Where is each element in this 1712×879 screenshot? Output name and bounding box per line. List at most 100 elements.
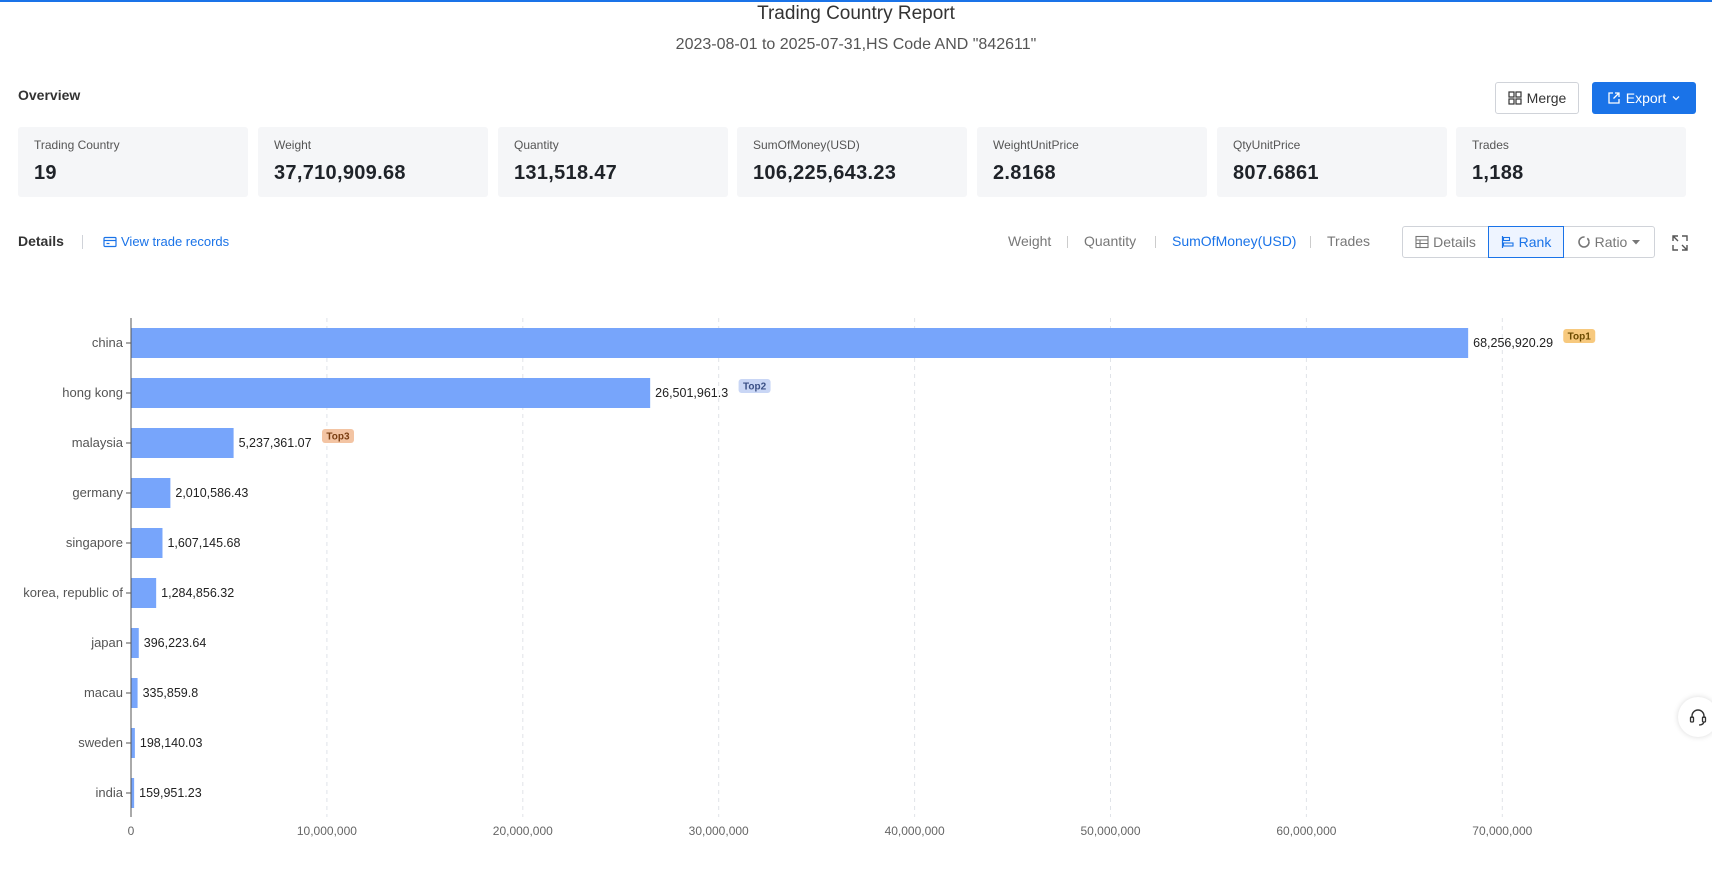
card-weight: Weight 37,710,909.68 [258, 127, 488, 197]
card-weight-unit-price: WeightUnitPrice 2.8168 [977, 127, 1207, 197]
customer-support-button[interactable] [1678, 697, 1712, 737]
card-qty-unit-price: QtyUnitPrice 807.6861 [1217, 127, 1447, 197]
value-label: 2,010,586.43 [175, 486, 248, 500]
card-value: 131,518.47 [514, 162, 618, 184]
x-tick-label: 20,000,000 [493, 824, 553, 838]
x-tick-label: 60,000,000 [1276, 824, 1336, 838]
ratio-view-label: Ratio [1594, 234, 1628, 250]
details-view-label: Details [1433, 234, 1476, 250]
card-value: 807.6861 [1233, 162, 1319, 184]
x-tick-label: 0 [128, 824, 135, 838]
bar [131, 428, 234, 458]
bar-chart-icon [1501, 236, 1514, 248]
card-value: 37,710,909.68 [274, 162, 406, 184]
record-icon [103, 236, 117, 247]
details-view-button[interactable]: Details [1402, 226, 1489, 258]
card-label: Trading Country [34, 138, 120, 152]
rank-badge-label: Top3 [326, 432, 350, 443]
export-label: Export [1625, 90, 1667, 106]
card-value: 2.8168 [993, 162, 1056, 184]
value-label: 335,859.8 [143, 686, 199, 700]
rank-badge [738, 379, 771, 393]
category-label: korea, republic of [23, 585, 123, 600]
report-subtitle: 2023-08-01 to 2025-07-31,HS Code AND "84… [675, 36, 1037, 53]
card-trading-country: Trading Country 19 [18, 127, 248, 197]
fullscreen-icon [1672, 235, 1688, 251]
x-tick-label: 10,000,000 [297, 824, 357, 838]
tab-weight[interactable]: Weight [1008, 233, 1052, 249]
tab-trades[interactable]: Trades [1327, 233, 1371, 249]
details-heading: Details [18, 233, 64, 249]
value-label: 159,951.23 [139, 786, 202, 800]
x-tick-label: 30,000,000 [689, 824, 749, 838]
category-label: india [96, 785, 124, 800]
bar [131, 728, 135, 758]
x-tick-label: 50,000,000 [1080, 824, 1140, 838]
x-tick-label: 40,000,000 [885, 824, 945, 838]
merge-icon [1508, 91, 1522, 105]
card-label: Weight [274, 138, 312, 152]
export-button[interactable]: Export [1592, 82, 1696, 114]
bar [131, 478, 171, 508]
rank-badge [1563, 329, 1596, 343]
value-label: 26,501,961.3 [655, 386, 728, 400]
table-icon [1415, 235, 1429, 249]
card-label: QtyUnitPrice [1233, 138, 1301, 152]
value-label: 1,284,856.32 [161, 586, 234, 600]
value-label: 396,223.64 [144, 636, 207, 650]
bar [131, 378, 651, 408]
value-label: 1,607,145.68 [167, 536, 240, 550]
view-toggle-group: Details Rank Ratio [1402, 226, 1655, 258]
card-label: SumOfMoney(USD) [753, 138, 860, 152]
card-trades: Trades 1,188 [1456, 127, 1686, 197]
overview-heading: Overview [18, 87, 81, 103]
rank-view-label: Rank [1518, 234, 1552, 250]
view-records-label: View trade records [121, 234, 230, 249]
rank-badge-label: Top2 [743, 382, 767, 393]
category-label: singapore [66, 535, 123, 550]
card-label: WeightUnitPrice [993, 138, 1079, 152]
merge-button[interactable]: Merge [1495, 82, 1579, 114]
category-label: hong kong [62, 385, 123, 400]
tab-divider [1155, 236, 1156, 248]
ring-chart-icon [1577, 236, 1590, 248]
fullscreen-button[interactable] [1671, 234, 1689, 252]
category-label: germany [72, 485, 123, 500]
category-label: malaysia [72, 435, 124, 450]
rank-view-button[interactable]: Rank [1488, 226, 1564, 258]
headset-icon [1689, 709, 1707, 726]
card-label: Trades [1472, 138, 1509, 152]
view-trade-records-link[interactable]: View trade records [103, 234, 229, 249]
merge-label: Merge [1526, 90, 1567, 106]
chevron-down-icon [1672, 96, 1680, 101]
category-label: sweden [78, 735, 123, 750]
bar [131, 578, 157, 608]
value-label: 5,237,361.07 [239, 436, 312, 450]
bar [131, 678, 138, 708]
divider [82, 235, 83, 249]
report-title: Trading Country Report [757, 3, 955, 24]
caret-down-icon [1632, 240, 1641, 245]
card-quantity: Quantity 131,518.47 [498, 127, 728, 197]
tab-divider [1310, 236, 1311, 248]
ratio-view-button[interactable]: Ratio [1563, 226, 1655, 258]
x-tick-label: 70,000,000 [1472, 824, 1532, 838]
bar [131, 778, 135, 808]
card-sum-of-money: SumOfMoney(USD) 106,225,643.23 [737, 127, 967, 197]
card-value: 106,225,643.23 [753, 162, 897, 184]
tab-divider [1067, 236, 1068, 248]
value-label: 198,140.03 [140, 736, 203, 750]
rank-badge [321, 429, 354, 443]
bar [131, 528, 163, 558]
tab-sum-of-money[interactable]: SumOfMoney(USD) [1172, 233, 1297, 249]
card-value: 1,188 [1472, 162, 1524, 184]
bar [131, 628, 139, 658]
rank-badge-label: Top1 [1568, 332, 1592, 343]
bar [131, 328, 1469, 358]
category-label: china [92, 335, 124, 350]
export-icon [1608, 92, 1620, 104]
bar-chart: 0 10,000,000 20,000,000 30,000,000 40,000,00… [23, 318, 1596, 838]
tab-quantity[interactable]: Quantity [1084, 233, 1137, 249]
value-label: 68,256,920.29 [1473, 336, 1553, 350]
category-label: macau [84, 685, 123, 700]
